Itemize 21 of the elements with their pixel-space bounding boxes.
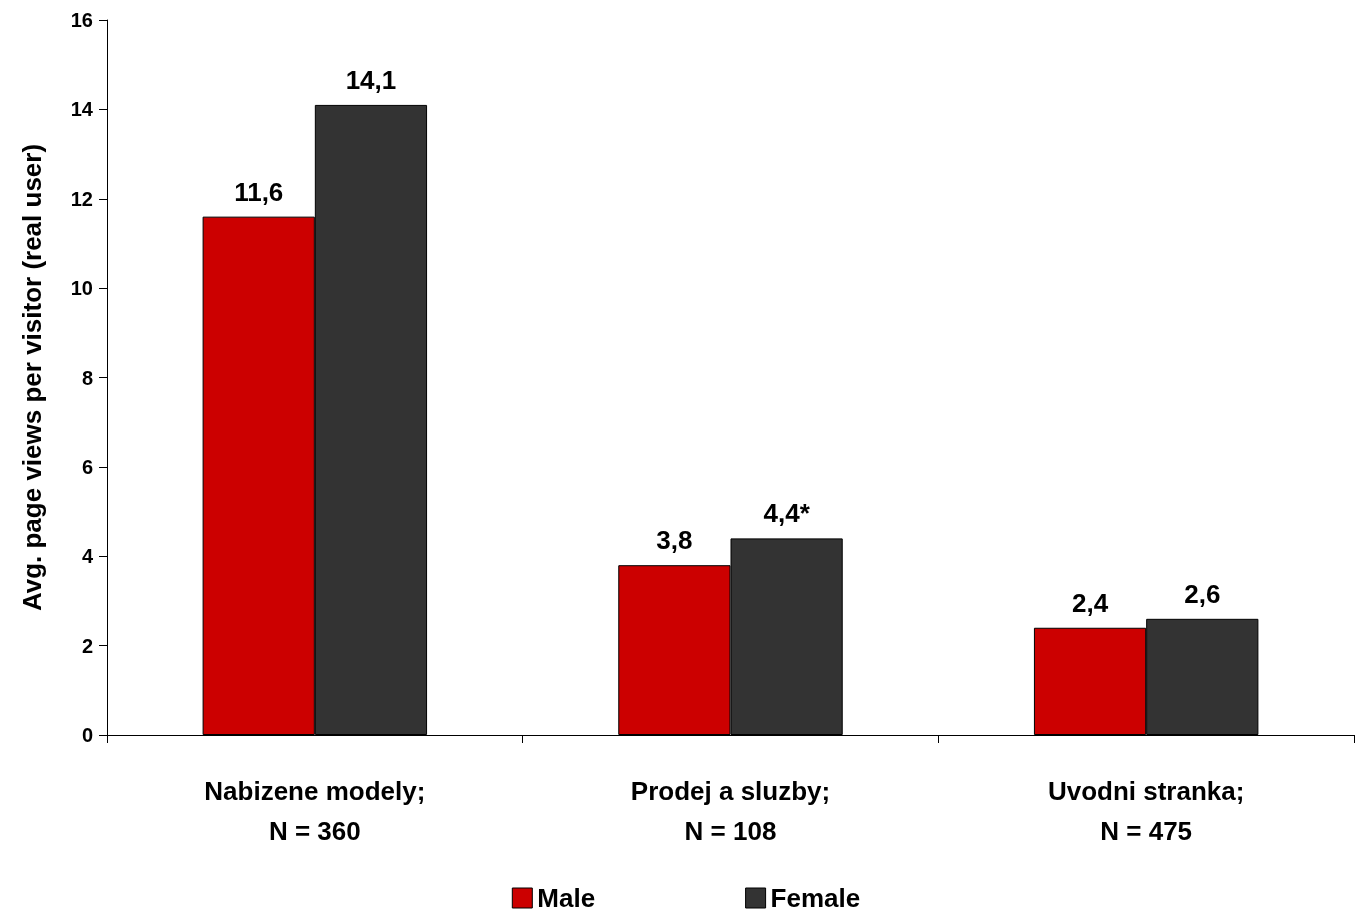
legend-label: Female	[770, 883, 861, 913]
y-tick-label: 6	[81, 455, 93, 478]
legend-label: Male	[537, 883, 596, 913]
x-tick-label: Uvodni stranka; N = 475	[1047, 776, 1245, 846]
y-tick-label: 8	[81, 366, 93, 389]
data-label: 14,1	[345, 64, 397, 95]
y-tick-label: 10	[70, 277, 93, 300]
x-tick-label: Prodej a sluzby; N = 108	[630, 776, 831, 846]
y-tick-label: 14	[70, 98, 94, 121]
y-tick-label: 0	[81, 724, 93, 746]
y-tick-label: 2	[81, 634, 93, 657]
data-label: 4,4*	[763, 498, 811, 529]
y-tick-label: 16	[70, 9, 93, 31]
data-label: 3,8	[656, 525, 693, 556]
y-tick-label: 4	[81, 545, 94, 568]
data-label: 11,6	[234, 176, 284, 207]
y-axis-title: Avg. page views per visitor (real user)	[17, 143, 47, 612]
data-label: 2,6	[1184, 578, 1221, 609]
x-tick-label: Nabizene modely; N = 360	[204, 776, 426, 846]
y-tick-label: 12	[70, 187, 93, 210]
data-label: 2,4	[1071, 587, 1109, 618]
